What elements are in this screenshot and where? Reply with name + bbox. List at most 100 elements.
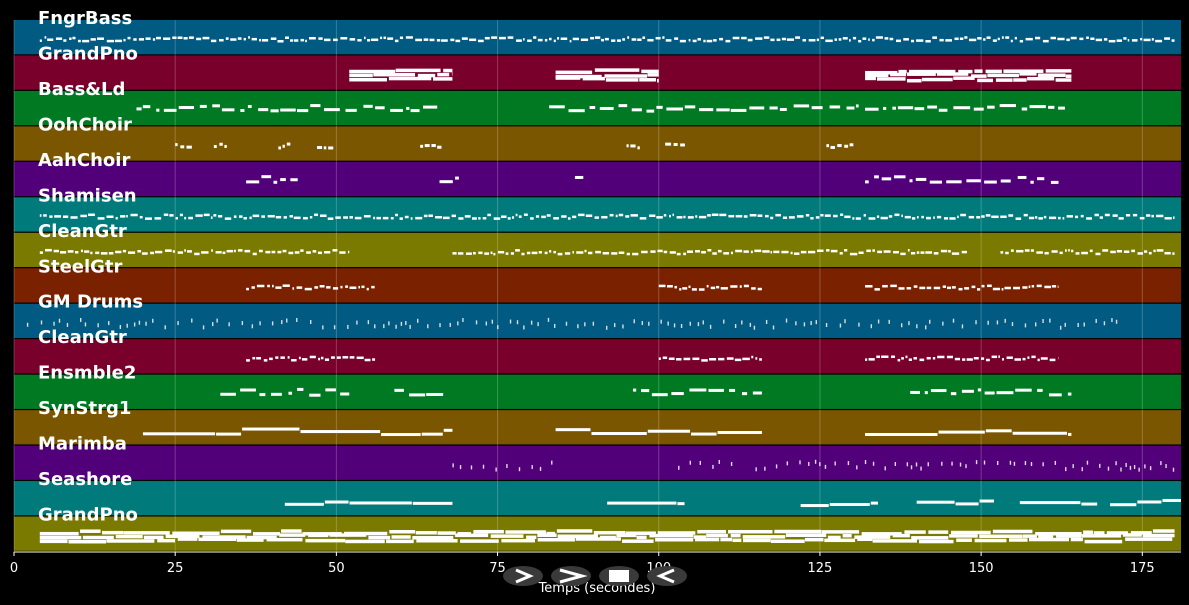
next-button[interactable] <box>551 566 591 586</box>
note <box>1138 467 1140 472</box>
note <box>834 38 837 41</box>
note <box>465 252 472 255</box>
note <box>507 36 514 39</box>
note <box>133 38 137 41</box>
note <box>611 252 618 255</box>
note <box>26 322 29 327</box>
note <box>1104 213 1110 217</box>
note <box>491 36 498 39</box>
note <box>357 38 362 42</box>
note <box>651 393 668 397</box>
note <box>1008 538 1028 542</box>
note <box>955 502 979 506</box>
note <box>658 357 661 360</box>
note <box>979 499 995 503</box>
note <box>1122 533 1142 537</box>
note <box>996 391 1014 395</box>
note <box>219 142 223 146</box>
note <box>1108 39 1116 43</box>
note <box>412 501 453 505</box>
note <box>348 250 350 254</box>
track-band <box>14 481 1181 516</box>
note <box>946 355 953 359</box>
note <box>246 180 260 184</box>
note <box>655 537 694 542</box>
note <box>911 536 949 540</box>
note <box>216 318 218 323</box>
note <box>72 36 76 40</box>
note <box>810 321 812 326</box>
track-lane <box>14 481 1181 516</box>
note <box>1123 250 1130 253</box>
note <box>1030 180 1034 184</box>
prev-icon <box>656 568 675 584</box>
note <box>252 252 257 256</box>
note <box>781 250 789 254</box>
note <box>441 39 448 42</box>
note <box>830 145 835 149</box>
note <box>44 36 47 39</box>
note <box>322 325 324 330</box>
note <box>1165 464 1167 469</box>
note <box>175 216 178 220</box>
note <box>741 36 747 40</box>
note <box>68 539 107 544</box>
note <box>1013 286 1020 290</box>
note <box>1075 252 1080 255</box>
playback-controls[interactable] <box>503 566 687 586</box>
note <box>560 37 568 41</box>
note <box>975 460 978 465</box>
note <box>225 37 229 40</box>
note <box>549 250 552 253</box>
note <box>663 214 667 217</box>
note <box>890 284 897 288</box>
track-band <box>14 197 1181 232</box>
note <box>1016 249 1024 253</box>
note <box>340 392 350 396</box>
note <box>657 531 696 535</box>
note <box>998 355 1000 358</box>
note <box>471 217 477 220</box>
note <box>817 249 824 253</box>
note-segment <box>220 387 350 397</box>
note <box>800 504 829 508</box>
note <box>1031 285 1035 288</box>
note <box>461 37 468 40</box>
note <box>716 285 720 289</box>
track-label: SynStrg1 <box>38 398 131 419</box>
prev-button[interactable] <box>647 566 687 586</box>
play-button[interactable] <box>503 566 543 586</box>
note <box>342 356 349 359</box>
note <box>938 430 985 434</box>
note <box>266 537 303 542</box>
note <box>932 356 936 360</box>
note <box>951 252 960 255</box>
note <box>649 533 694 538</box>
note <box>958 69 973 74</box>
note <box>1112 214 1118 217</box>
note <box>679 39 686 43</box>
note <box>367 320 370 325</box>
note <box>903 38 909 41</box>
note <box>424 144 430 148</box>
note <box>921 77 953 82</box>
stop-button[interactable] <box>599 566 639 586</box>
note <box>452 463 454 468</box>
note <box>423 214 428 218</box>
note <box>1142 533 1175 538</box>
track-band <box>14 90 1181 126</box>
note <box>618 104 628 108</box>
note <box>383 36 386 40</box>
note <box>966 179 981 183</box>
note <box>394 39 399 43</box>
note-segment <box>452 460 553 472</box>
note <box>553 39 556 43</box>
note <box>1022 357 1026 361</box>
note <box>187 250 192 253</box>
note <box>156 108 160 112</box>
note <box>666 107 683 111</box>
note <box>788 216 795 219</box>
note <box>712 464 714 469</box>
note <box>588 251 593 255</box>
note <box>435 216 443 219</box>
